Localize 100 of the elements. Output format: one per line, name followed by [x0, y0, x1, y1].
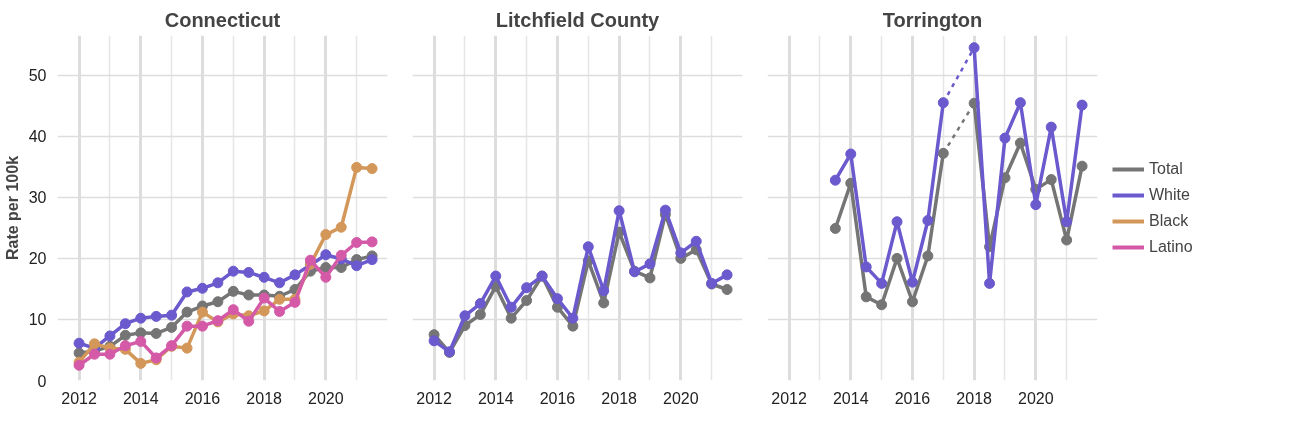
point [212, 296, 224, 308]
chart-title: Torrington [882, 8, 983, 31]
legend-label: Latino [1149, 237, 1193, 256]
point [274, 277, 286, 289]
x-tick-label: 2012 [771, 389, 807, 407]
legend-label: Total [1149, 159, 1183, 178]
point [227, 304, 239, 316]
x-tick-label: 2018 [246, 389, 283, 407]
point [490, 270, 502, 282]
point [119, 329, 131, 341]
point [73, 337, 85, 349]
y-tick-label: 50 [28, 67, 47, 85]
point [366, 236, 378, 248]
point [860, 261, 872, 273]
point [474, 309, 486, 321]
point [505, 312, 517, 324]
point [1045, 121, 1057, 133]
point [1030, 199, 1042, 211]
point [984, 277, 996, 289]
point [521, 282, 533, 294]
point [181, 342, 193, 354]
point [551, 293, 563, 305]
point [227, 285, 239, 297]
point [721, 284, 733, 296]
point [521, 295, 533, 306]
point [366, 254, 378, 266]
chart-title: Connecticut [164, 8, 281, 31]
point [644, 258, 656, 270]
point [366, 163, 378, 175]
x-tick-label: 2014 [122, 389, 159, 407]
point [351, 161, 363, 173]
y-tick-label: 0 [37, 372, 47, 390]
point [196, 320, 208, 332]
point [860, 291, 872, 303]
x-tick-label: 2014 [832, 389, 869, 407]
x-tick-label: 2020 [1018, 389, 1054, 407]
point [428, 335, 440, 347]
legend-label: White [1149, 185, 1190, 204]
point [135, 357, 147, 369]
point [598, 297, 610, 309]
point [1061, 234, 1073, 246]
point [891, 252, 903, 264]
point [351, 260, 363, 272]
point [150, 327, 162, 339]
point [675, 247, 687, 259]
point [320, 249, 332, 261]
point [1061, 216, 1073, 228]
point [243, 315, 255, 327]
point [459, 310, 471, 322]
point [721, 269, 733, 281]
point [289, 269, 301, 281]
y-tick-label: 20 [28, 250, 47, 268]
point [906, 296, 918, 308]
point [212, 277, 224, 289]
point [922, 215, 934, 227]
point [690, 235, 702, 247]
point [567, 312, 579, 324]
point [258, 271, 270, 283]
x-tick-label: 2018 [601, 389, 638, 407]
point [135, 335, 147, 347]
point [1076, 160, 1088, 172]
point [1045, 174, 1057, 186]
point [304, 254, 316, 266]
point [104, 330, 116, 342]
point [598, 285, 610, 297]
point [135, 312, 147, 324]
x-tick-label: 2014 [477, 389, 514, 407]
x-tick-label: 2018 [956, 389, 993, 407]
point [166, 321, 178, 333]
point [196, 282, 208, 294]
point [474, 298, 486, 310]
chart-title: Litchfield County [495, 8, 661, 31]
point [150, 310, 162, 322]
point [119, 318, 131, 330]
point [258, 305, 270, 317]
point [181, 286, 193, 298]
point [829, 222, 841, 234]
point [243, 289, 255, 301]
point [181, 306, 193, 318]
point [906, 276, 918, 288]
point [351, 237, 363, 248]
point [659, 204, 671, 216]
x-tick-label: 2016 [539, 389, 576, 407]
point [104, 348, 116, 360]
point [922, 250, 934, 262]
point [829, 174, 841, 186]
point [1014, 137, 1026, 149]
point [644, 272, 656, 284]
point [505, 301, 517, 313]
x-tick-label: 2020 [308, 389, 344, 407]
point [876, 299, 888, 311]
point [1076, 99, 1088, 111]
point [320, 271, 332, 283]
point [845, 148, 857, 160]
point [320, 229, 332, 241]
point [166, 309, 178, 321]
y-tick-label: 30 [28, 189, 47, 207]
point [613, 205, 625, 217]
point [876, 277, 888, 289]
y-axis-title: Rate per 100k [3, 155, 21, 261]
